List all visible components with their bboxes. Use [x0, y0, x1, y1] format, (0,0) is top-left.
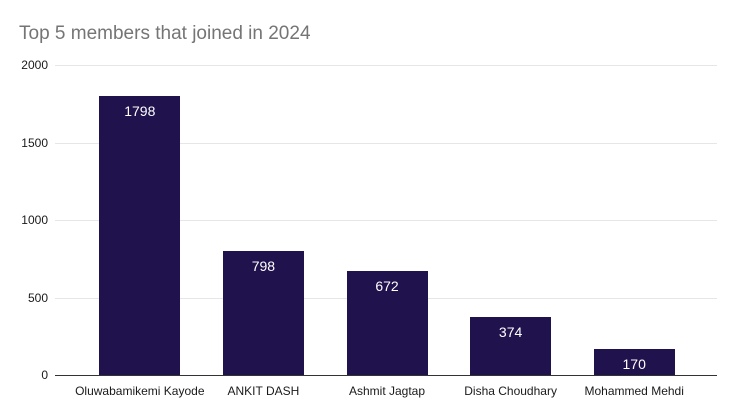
bar[interactable]: 374 [470, 317, 552, 375]
x-category-label: Disha Choudhary [464, 384, 557, 398]
bar-value-label: 798 [251, 258, 276, 275]
x-category-label: ANKIT DASH [227, 384, 300, 398]
y-tick-label: 500 [27, 290, 48, 305]
bar[interactable]: 1798 [99, 96, 181, 375]
y-tick-label: 1500 [21, 135, 48, 150]
bar[interactable]: 798 [222, 251, 304, 375]
bar[interactable]: 170 [593, 348, 675, 375]
y-tick-label: 0 [41, 368, 48, 382]
gridline [55, 142, 717, 144]
bar-value-label: 170 [622, 355, 646, 372]
x-category-label: Mohammed Mehdi [584, 384, 684, 398]
x-axis-baseline [55, 375, 717, 376]
bar-value-label: 374 [498, 324, 523, 341]
gridline [55, 220, 717, 221]
bar[interactable]: 672 [346, 270, 428, 375]
bar-value-label: 1798 [124, 103, 156, 120]
bar-value-label: 672 [375, 277, 399, 294]
y-tick-label: 1000 [21, 213, 48, 227]
x-category-label: Oluwabamikemi Kayode [75, 384, 205, 398]
x-category-label: Ashmit Jagtap [348, 384, 426, 398]
y-tick-label: 2000 [21, 58, 48, 72]
chart-title: Top 5 members that joined in 2024 [19, 23, 311, 44]
gridline [55, 65, 717, 66]
